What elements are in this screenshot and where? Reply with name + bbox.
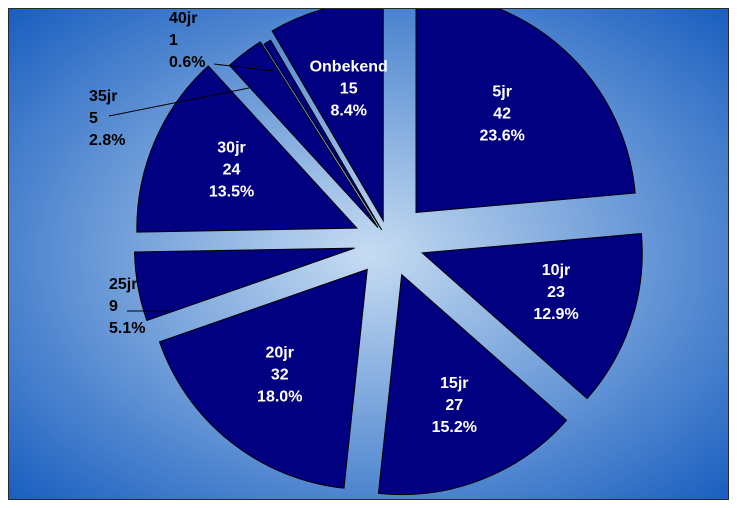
slice-label-count: 9 [109, 298, 118, 315]
slice-label-40jr: 40jr 1 0.6% [169, 10, 205, 71]
slice-label-percent: 18.0% [257, 389, 302, 406]
slice-label-name: 15jr [440, 375, 468, 392]
pie-slice-40jr [263, 39, 383, 231]
slice-label-name: 35jr [89, 88, 117, 105]
slice-label-count: 24 [223, 161, 241, 178]
slice-label-onbekend: Onbekend 15 8.4% [310, 58, 388, 119]
pie-slice-10jr [421, 233, 643, 400]
slice-label-count: 1 [169, 32, 178, 49]
pie-slice-15jr [377, 273, 568, 496]
slice-label-percent: 5.1% [109, 320, 145, 337]
slice-label-percent: 0.6% [169, 54, 205, 71]
pie-slice-30jr [136, 65, 358, 233]
slice-label-name: 20jr [266, 345, 294, 362]
slice-label-name: Onbekend [310, 58, 388, 75]
slice-label-30jr: 30jr 24 13.5% [209, 139, 254, 200]
slice-label-percent: 15.2% [432, 419, 477, 436]
slice-label-15jr: 15jr 27 15.2% [432, 375, 477, 436]
slice-label-count: 15 [340, 80, 358, 97]
slice-label-percent: 12.9% [533, 306, 578, 323]
pie-slice-25jr [134, 247, 355, 322]
labels-layer: 5jr 42 23.6%10jr 23 12.9%15jr 27 15.2%20jr 32 18… [89, 10, 579, 436]
slice-label-name: 25jr [109, 276, 137, 293]
slice-label-percent: 2.8% [89, 132, 125, 149]
slice-label-10jr: 10jr 23 12.9% [533, 262, 578, 323]
slice-label-count: 42 [493, 105, 511, 122]
leaders-layer [108, 63, 274, 312]
slice-label-name: 40jr [169, 10, 197, 27]
slice-label-5jr: 5jr 42 23.6% [479, 83, 524, 144]
slices-layer [134, 9, 643, 496]
slice-label-name: 10jr [542, 262, 570, 279]
slice-label-percent: 13.5% [209, 183, 254, 200]
slice-label-percent: 8.4% [330, 102, 366, 119]
leader-line-35jr [108, 87, 250, 117]
slice-label-count: 23 [547, 284, 565, 301]
slice-label-25jr: 25jr 9 5.1% [109, 276, 145, 337]
chart-frame: 5jr 42 23.6% 10jr 23 12.9% 15jr 27 15.2% 20jr 32 18… [8, 8, 729, 500]
slice-label-20jr: 20jr 32 18.0% [257, 345, 302, 406]
slice-label-35jr: 35jr 5 2.8% [89, 88, 125, 149]
pie-slice-onbekend [271, 9, 384, 223]
slice-label-count: 32 [271, 367, 289, 384]
pie-chart: 5jr 42 23.6%10jr 23 12.9%15jr 27 15.2%20jr 32 18… [9, 9, 728, 499]
slice-label-percent: 23.6% [479, 127, 524, 144]
slice-label-name: 5jr [492, 83, 512, 100]
slice-label-count: 27 [445, 397, 463, 414]
slice-label-count: 5 [89, 110, 98, 127]
slice-label-name: 30jr [217, 139, 245, 156]
pie-slice-20jr [158, 268, 368, 489]
pie-slice-5jr [415, 9, 636, 214]
leader-line-40jr [213, 63, 274, 72]
